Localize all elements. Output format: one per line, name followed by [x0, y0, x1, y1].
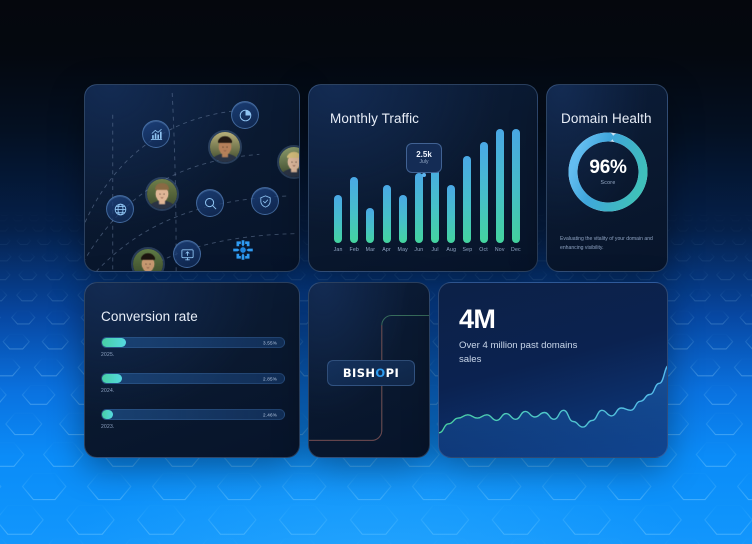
avatar[interactable] — [208, 130, 242, 164]
shield-check-icon — [259, 194, 271, 208]
pie-chart-icon — [239, 109, 251, 121]
conversion-year: 2025. — [101, 352, 115, 358]
traffic-bar[interactable] — [398, 194, 407, 243]
conversion-rate-title: Conversion rate — [101, 309, 198, 324]
shield-check-icon-node[interactable] — [251, 187, 279, 215]
conversion-track[interactable]: 2.85% — [101, 373, 285, 384]
domain-health-description: Evaluating the vitality of your domain a… — [560, 236, 653, 251]
traffic-month-label: Aug — [446, 247, 457, 253]
conversion-rate-list: 3.55% 2025. 2.85% 2024. 2.46% 2023. — [101, 337, 285, 445]
domain-sales-subtitle: Over 4 million past domains sales — [459, 340, 578, 365]
domain-health-title: Domain Health — [561, 111, 652, 126]
traffic-bar[interactable] — [350, 177, 359, 243]
monitor-upload-icon — [180, 248, 194, 260]
conversion-row[interactable]: 3.55% 2025. — [101, 337, 285, 358]
domain-sales-area-chart — [439, 365, 667, 457]
traffic-bar-chart — [330, 123, 524, 243]
conversion-rate-card[interactable]: Conversion rate 3.55% 2025. 2.85% 2024. 2.46… — [84, 282, 300, 458]
logo-text-after: PI — [385, 366, 400, 380]
bishopi-logo-pill[interactable]: BISHOPI — [327, 360, 415, 386]
traffic-bar[interactable] — [414, 173, 423, 243]
domain-health-card[interactable]: Domain Health 96% Score Evaluati — [546, 84, 668, 272]
traffic-bar[interactable] — [479, 142, 488, 243]
avatar[interactable] — [277, 145, 299, 179]
traffic-month-label: May — [397, 247, 408, 253]
traffic-bar[interactable] — [511, 128, 520, 243]
traffic-month-label: Dec — [510, 247, 521, 253]
bishopi-logo-text: BISHOPI — [343, 366, 399, 380]
conversion-fill — [102, 374, 123, 383]
conversion-row[interactable]: 2.46% 2023. — [101, 409, 285, 430]
bishopi-logo-card[interactable]: BISHOPI — [308, 282, 430, 458]
traffic-month-label: Mar — [365, 247, 376, 253]
conversion-fill — [102, 338, 126, 347]
traffic-bar[interactable] — [463, 155, 472, 243]
tooltip-anchor-dot — [421, 173, 426, 177]
traffic-bar[interactable] — [382, 184, 391, 243]
avatar[interactable] — [145, 177, 179, 211]
traffic-month-label: Sep — [462, 247, 473, 253]
traffic-bar[interactable] — [447, 184, 456, 243]
conversion-track[interactable]: 2.46% — [101, 409, 285, 420]
bishopi-starburst-icon-node[interactable] — [228, 235, 258, 265]
tooltip-value: 2.5k — [416, 150, 432, 159]
logo-text-accent: O — [375, 366, 386, 380]
conversion-year: 2024. — [101, 388, 115, 394]
monthly-traffic-title: Monthly Traffic — [330, 111, 420, 126]
globe-icon-node[interactable] — [106, 195, 134, 223]
monitor-upload-icon-node[interactable] — [173, 240, 201, 268]
traffic-month-label: Jun — [414, 247, 424, 253]
network-graph-card[interactable] — [84, 84, 300, 272]
traffic-month-label: Feb — [349, 247, 360, 253]
search-icon — [204, 197, 216, 209]
traffic-month-label: Oct — [479, 247, 488, 253]
traffic-bar[interactable] — [431, 161, 440, 243]
traffic-bar[interactable] — [495, 128, 504, 243]
bishopi-starburst-icon — [233, 240, 253, 260]
traffic-bar[interactable] — [334, 194, 343, 243]
logo-text-before: BISH — [342, 366, 376, 380]
bar-chart-icon — [150, 128, 162, 140]
tooltip-label: July — [419, 159, 429, 165]
conversion-fill — [102, 410, 113, 419]
domain-health-value: 96% — [589, 157, 627, 178]
domain-sales-value: 4M — [459, 304, 496, 334]
conversion-year: 2023. — [101, 424, 115, 430]
globe-icon — [114, 203, 126, 215]
avatar[interactable] — [131, 247, 165, 271]
traffic-bar[interactable] — [366, 208, 375, 243]
pie-chart-icon-node[interactable] — [231, 101, 259, 129]
bar-chart-icon-node[interactable] — [142, 120, 170, 148]
conversion-row[interactable]: 2.85% 2024. — [101, 373, 285, 394]
monthly-traffic-card[interactable]: Monthly Traffic Jan Feb Mar Apr May Jun Jul Aug… — [308, 84, 538, 272]
traffic-month-label: Jul — [431, 247, 439, 253]
domain-sales-stat-card[interactable]: 4M Over 4 million past domains sales — [438, 282, 668, 458]
domain-health-value-label: Score — [600, 180, 616, 186]
conversion-value: 2.85% — [262, 376, 277, 381]
conversion-value: 3.55% — [262, 340, 277, 345]
traffic-month-label: Apr — [382, 247, 391, 253]
conversion-track[interactable]: 3.55% — [101, 337, 285, 348]
traffic-month-label: Nov — [494, 247, 505, 253]
traffic-tooltip: 2.5k July — [406, 143, 442, 173]
conversion-value: 2.46% — [262, 412, 277, 417]
search-icon-node[interactable] — [196, 189, 224, 217]
traffic-month-labels: Jan Feb Mar Apr May Jun Jul Aug Sep Oct Nov Dec — [330, 247, 524, 259]
traffic-month-label: Jan — [333, 247, 343, 253]
domain-health-donut: 96% Score — [565, 129, 651, 215]
